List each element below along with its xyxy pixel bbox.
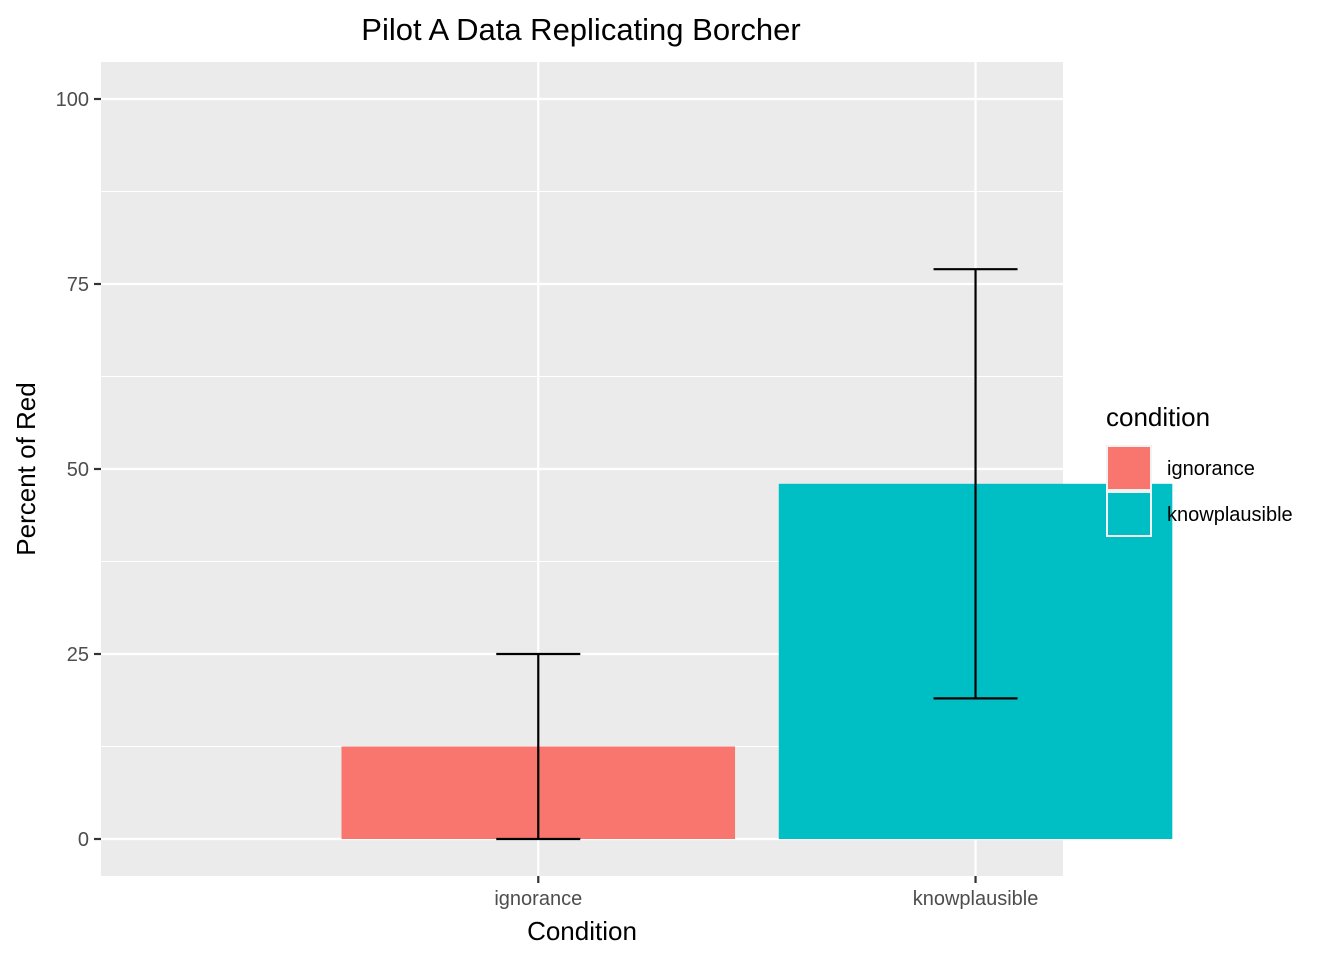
y-tick-label: 100 (56, 89, 89, 111)
legend-label: ignorance (1167, 458, 1255, 480)
error-bars (496, 268, 1018, 841)
y-tick-label: 75 (67, 274, 89, 296)
legend: condition ignorance knowplausible (1106, 402, 1293, 537)
error-bar-knowplausible (933, 268, 1018, 700)
x-tick-label: ignorance (494, 888, 582, 910)
legend-swatch (1108, 447, 1150, 489)
y-tick-label: 50 (67, 459, 89, 481)
y-tick-label: 25 (67, 644, 89, 666)
chart-title: Pilot A Data Replicating Borcher (361, 12, 800, 47)
x-tick-label: knowplausible (913, 888, 1039, 910)
legend-item-knowplausible: knowplausible (1106, 491, 1293, 537)
legend-items: ignorance knowplausible (1106, 445, 1293, 537)
error-bar-ignorance (496, 652, 581, 841)
legend-swatch (1108, 493, 1150, 535)
x-axis: ignorance knowplausible (494, 876, 1038, 910)
legend-title: condition (1106, 402, 1210, 432)
y-tick-label: 0 (78, 829, 89, 851)
y-axis-title: Percent of Red (11, 382, 41, 555)
legend-item-ignorance: ignorance (1106, 445, 1255, 491)
y-axis: 0 25 50 75 100 (56, 89, 101, 851)
legend-label: knowplausible (1167, 504, 1293, 526)
x-axis-title: Condition (527, 916, 637, 946)
